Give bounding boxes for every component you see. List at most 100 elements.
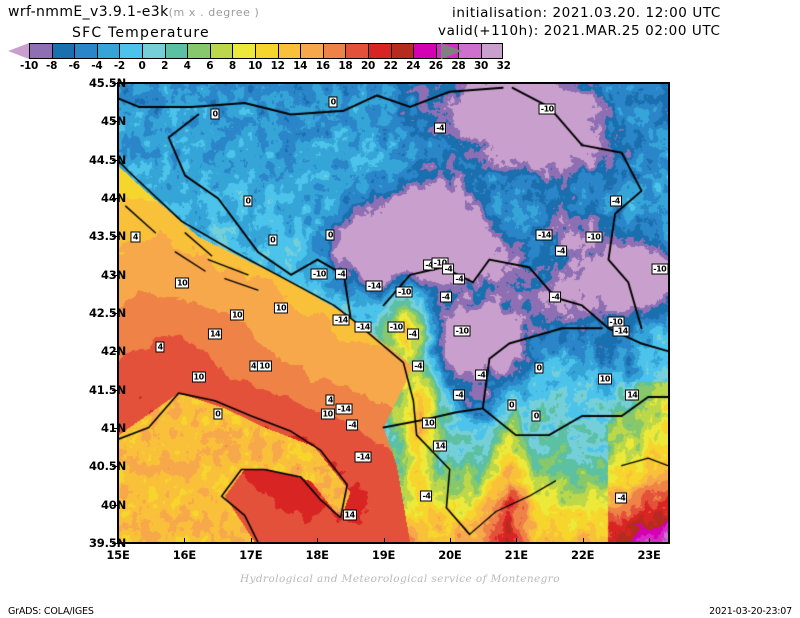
colorbar-swatches	[29, 43, 504, 59]
x-axis-label-20E: 20E	[438, 548, 462, 562]
colorbar-swatch-7	[187, 43, 210, 59]
colorbar-under-cap	[8, 43, 29, 59]
contour-label: -10	[387, 321, 405, 333]
contour-label: -4	[615, 492, 628, 504]
contour-label: -10	[651, 263, 668, 275]
colorbar-tick-30: 30	[473, 60, 489, 72]
contour-label: 0	[506, 399, 517, 411]
map-plot-area[interactable]: 0 0 0 4 -10 -4 -4 -10 -10 0 -4 -10 -4 -14 -10 -4 10 10 10 1…	[117, 82, 670, 544]
colorbar-tick-22: 22	[383, 60, 398, 72]
contour-label: 0	[213, 408, 223, 420]
x-axis-label-15E: 15E	[106, 548, 130, 562]
contour-label: 14	[207, 328, 223, 340]
contour-label: 0	[325, 229, 335, 241]
colorbar-tick-24: 24	[406, 60, 421, 72]
contour-label: 10	[257, 360, 272, 372]
contour-label: -14	[354, 451, 372, 463]
colorbar-tick-14: 14	[293, 60, 308, 72]
contour-label: -14	[535, 229, 553, 241]
y-axis-tick	[112, 121, 118, 123]
colorbar-swatch-13	[322, 43, 346, 59]
colorbar-swatch-9	[232, 43, 255, 59]
contour-label: -4	[335, 268, 348, 280]
contour-label: -4	[439, 291, 452, 303]
contour-label: 0	[243, 195, 253, 207]
colorbar-tick-labels: -10 -8 -6 -4 -2 0 2 4 6 8 10 12 14 16 18 20 22 24 26 28 30 32	[8, 60, 511, 73]
colorbar-tick--6: -6	[68, 60, 80, 72]
colorbar-swatch-14	[345, 43, 368, 59]
contour-label: 10	[191, 371, 206, 383]
colorbar-swatch-10	[254, 43, 278, 59]
model-title: wrf-nmmE_v3.9.1-e3k(m x . degree )	[8, 4, 259, 20]
colorbar-swatch-3	[96, 43, 120, 59]
colorbar-swatch-17	[413, 43, 436, 59]
y-axis-tick	[112, 236, 118, 238]
x-axis-tick	[516, 538, 518, 544]
contour-label: -14	[365, 280, 383, 292]
contour-label: 0	[210, 108, 220, 120]
contour-label: 14	[433, 440, 448, 452]
colorbar-swatch-11	[277, 43, 301, 59]
y-axis-label-39.5N: 39.5N	[89, 536, 126, 550]
model-units-text: (m x . degree )	[168, 6, 260, 19]
contour-label: 0	[531, 410, 541, 422]
contour-label: -14	[354, 321, 372, 333]
y-axis-label-44.5N: 44.5N	[89, 152, 126, 167]
contour-label: 0	[328, 96, 338, 108]
temperature-field-canvas	[119, 84, 668, 542]
x-axis-tick	[383, 538, 385, 544]
colorbar-swatch-4	[119, 43, 142, 59]
y-axis-tick	[112, 351, 118, 353]
contour-label: -10	[585, 231, 603, 243]
contour-label: 10	[273, 302, 289, 314]
contour-label: -4	[554, 245, 567, 257]
contour-label: 10	[320, 408, 335, 420]
y-axis-tick	[112, 313, 118, 314]
initialisation-line: initialisation: 2021.03.20. 12:00 UTC	[452, 5, 721, 21]
x-axis-label-16E: 16E	[172, 548, 197, 562]
service-credit: Hydrological and Meteorological service …	[240, 573, 560, 585]
contour-label: 14	[625, 389, 640, 401]
colorbar-swatch-5	[141, 43, 165, 59]
model-title-text: wrf-nmmE_v3.9.1-e3k	[8, 4, 169, 20]
contour-label: -4	[346, 419, 359, 431]
x-axis-label-19E: 19E	[371, 548, 396, 562]
y-axis-label-42.5N: 42.5N	[89, 306, 126, 320]
contour-label: -4	[609, 195, 622, 207]
colorbar-tick-28: 28	[451, 60, 466, 72]
contour-label: -4	[406, 328, 419, 340]
colorbar: -10 -8 -6 -4 -2 0 2 4 6 8 10 12 14 16 18 20 22 24 26 28 30 32	[8, 43, 511, 72]
x-axis-tick	[449, 538, 451, 544]
contour-label: -10	[431, 257, 449, 269]
y-axis-tick	[112, 274, 118, 276]
colorbar-tick-8: 8	[228, 60, 236, 72]
contour-label: -14	[335, 403, 353, 415]
contour-label: -14	[332, 314, 350, 326]
contour-label: 10	[229, 309, 245, 321]
colorbar-tick-12: 12	[270, 60, 285, 72]
colorbar-tick-16: 16	[315, 60, 330, 72]
x-axis-tick	[317, 538, 319, 544]
colorbar-tick-26: 26	[428, 60, 443, 72]
valid-line: valid(+110h): 2021.MAR.25 02:00 UTC	[438, 23, 721, 39]
contour-label: -4	[420, 490, 433, 502]
contour-label: -4	[453, 273, 466, 285]
x-axis-label-17E: 17E	[239, 548, 263, 562]
y-axis-label-43.5N: 43.5N	[89, 229, 126, 244]
contour-label: -10	[310, 268, 328, 280]
colorbar-tick-0: 0	[138, 60, 146, 72]
contour-label: -10	[453, 325, 471, 337]
contour-label: -4	[442, 263, 455, 275]
x-axis-tick	[649, 538, 651, 544]
colorbar-tick-2: 2	[161, 60, 169, 72]
contour-label: -4	[453, 389, 466, 401]
colorbar-swatch-16	[390, 43, 414, 59]
contour-label: 10	[597, 373, 612, 385]
colorbar-tick-18: 18	[338, 60, 353, 72]
contour-label: -4	[549, 291, 562, 303]
contour-label: 10	[175, 277, 190, 289]
contour-label: 4	[130, 231, 141, 243]
x-axis-tick	[118, 538, 119, 544]
contour-label: -10	[538, 103, 556, 115]
x-axis-tick	[184, 538, 186, 544]
